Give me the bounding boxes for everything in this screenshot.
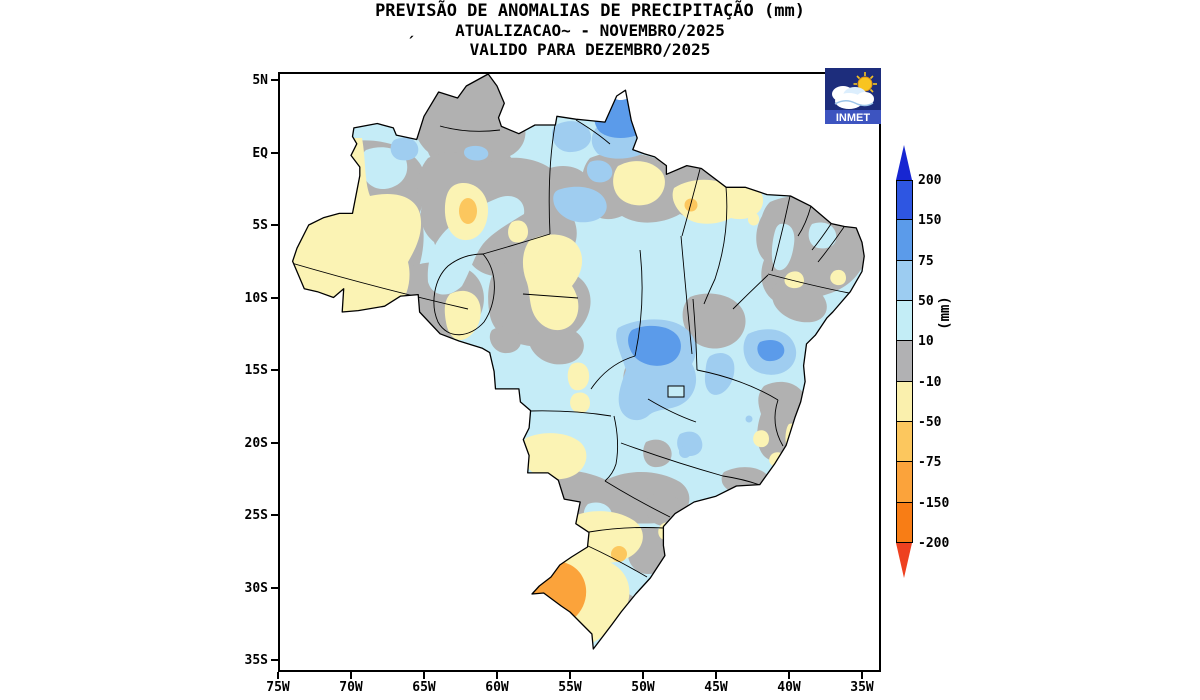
colorbar-segment-1 — [896, 220, 913, 261]
lat-label-30S: 30S — [244, 580, 268, 596]
lon-tick-55W — [569, 672, 571, 679]
lat-label-25S: 25S — [244, 508, 268, 523]
colorbar-segment-0 — [896, 180, 913, 221]
inmet-logo-svg: INMET — [825, 68, 881, 124]
colorbar-arrow-down — [896, 542, 912, 578]
lat-label-20S: 20S — [244, 435, 268, 451]
logo-band — [825, 110, 881, 124]
colorbar-segment-4 — [896, 341, 913, 382]
colorbar-label-150: 150 — [918, 213, 942, 229]
lat-tick-25S — [271, 514, 278, 516]
lat-tick-30S — [271, 586, 278, 589]
lon-tick-40W — [788, 672, 790, 679]
bananal-island-box — [667, 385, 685, 398]
stray-diacritic-mark: ´ — [406, 34, 416, 52]
lat-tick-10S — [271, 296, 278, 299]
lat-label-5S: 5S — [252, 218, 268, 233]
lon-tick-50W — [642, 672, 644, 679]
colorbar-segment-3 — [896, 300, 913, 342]
lon-label-35W: 35W — [850, 680, 874, 695]
colorbar-label-75: 75 — [918, 253, 934, 269]
colorbar-label--50: -50 — [918, 414, 942, 430]
lat-label-5N: 5N — [252, 73, 268, 88]
colorbar-segment-6 — [896, 421, 913, 463]
lat-tick-5S — [271, 224, 278, 226]
title-block: PREVISÃO DE ANOMALIAS DE PRECIPITAÇÃO (m… — [280, 1, 900, 60]
map-region-white-amapa-tip — [610, 82, 633, 100]
colorbar-label-200: 200 — [918, 173, 942, 188]
colorbar-segment-2 — [896, 260, 913, 301]
lon-tick-70W — [350, 672, 352, 679]
lat-tick-15S — [271, 369, 278, 371]
lon-tick-65W — [423, 672, 425, 679]
lon-label-40W: 40W — [777, 680, 801, 695]
map-title: PREVISÃO DE ANOMALIAS DE PRECIPITAÇÃO (m… — [375, 1, 805, 21]
logo-text: INMET — [836, 112, 871, 124]
colorbar-segment-5 — [896, 381, 913, 422]
lon-label-65W: 65W — [412, 680, 436, 695]
colorbar-label--75: -75 — [918, 455, 942, 471]
lat-label-15S: 15S — [244, 363, 268, 378]
colorbar-unit-label: (mm) — [936, 296, 953, 330]
colorbar-arrow-up — [896, 145, 912, 180]
map-region-amber-verydry — [459, 198, 698, 562]
lon-tick-75W — [277, 672, 279, 679]
brazil-anomaly-map — [278, 72, 881, 672]
colorbar-label--10: -10 — [918, 374, 942, 390]
brazil-outline — [291, 73, 865, 650]
lat-label-35S: 35S — [244, 653, 268, 668]
colorbar-label-50: 50 — [918, 293, 934, 309]
map-svg — [278, 72, 881, 672]
colorbar-label-10: 10 — [918, 334, 934, 350]
lat-tick-EQ — [271, 151, 278, 154]
lon-label-60W: 60W — [485, 680, 509, 695]
map-subtitle-valid: VALIDO PARA DEZEMBRO/2025 — [469, 40, 711, 59]
state-borders — [292, 119, 850, 578]
colorbar-label--150: -150 — [918, 495, 950, 511]
lon-tick-45W — [715, 672, 717, 679]
lat-label-10S: 10S — [244, 290, 268, 306]
inmet-logo: INMET — [825, 68, 881, 124]
lon-tick-60W — [496, 672, 498, 679]
lat-tick-20S — [271, 441, 278, 444]
lon-label-75W: 75W — [266, 680, 290, 695]
lon-tick-35W — [861, 672, 863, 679]
lon-label-45W: 45W — [704, 680, 728, 695]
lat-label-EQ: EQ — [252, 145, 268, 161]
colorbar-segment-8 — [896, 502, 913, 543]
lat-tick-5N — [271, 79, 278, 81]
lat-tick-35S — [271, 659, 278, 661]
map-subtitle-update: ATUALIZACAO~ - NOVEMBRO/2025 — [455, 21, 725, 40]
colorbar-segment-7 — [896, 462, 913, 503]
map-frame — [278, 72, 881, 672]
lon-label-50W: 50W — [631, 680, 655, 695]
lon-label-70W: 70W — [339, 680, 363, 695]
cloud-icon — [832, 86, 874, 109]
colorbar-label--200: -200 — [918, 535, 950, 551]
lon-label-55W: 55W — [558, 680, 582, 695]
